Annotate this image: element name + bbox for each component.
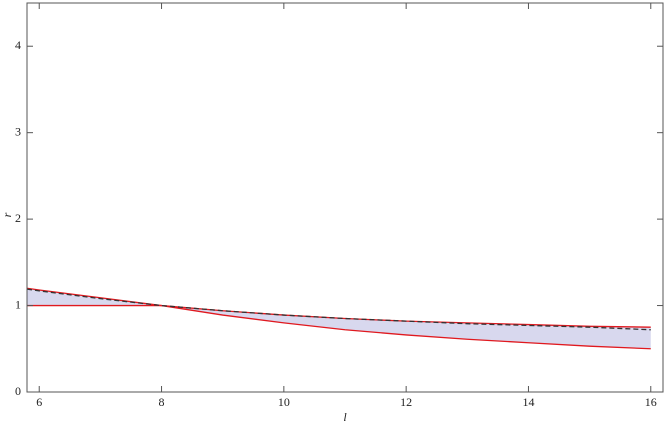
x-tick-label: 14 (522, 395, 534, 409)
line-series (27, 304, 651, 350)
x-axis-label: l (343, 410, 347, 424)
plot-frame (26, 2, 664, 393)
x-tick-label: 8 (159, 395, 165, 409)
line-series (26, 288, 651, 331)
x-tick-label: 12 (400, 395, 412, 409)
x-tick-label: 6 (36, 395, 42, 409)
y-tick-label: 4 (15, 38, 21, 52)
y-tick-label: 2 (15, 211, 21, 225)
y-tick-label: 0 (15, 384, 21, 398)
y-axis-label: r (0, 212, 14, 217)
x-tick-label: 10 (278, 395, 290, 409)
y-tick-label: 3 (15, 124, 21, 138)
x-tick-label: 16 (645, 395, 657, 409)
y-tick-label: 1 (15, 297, 21, 311)
